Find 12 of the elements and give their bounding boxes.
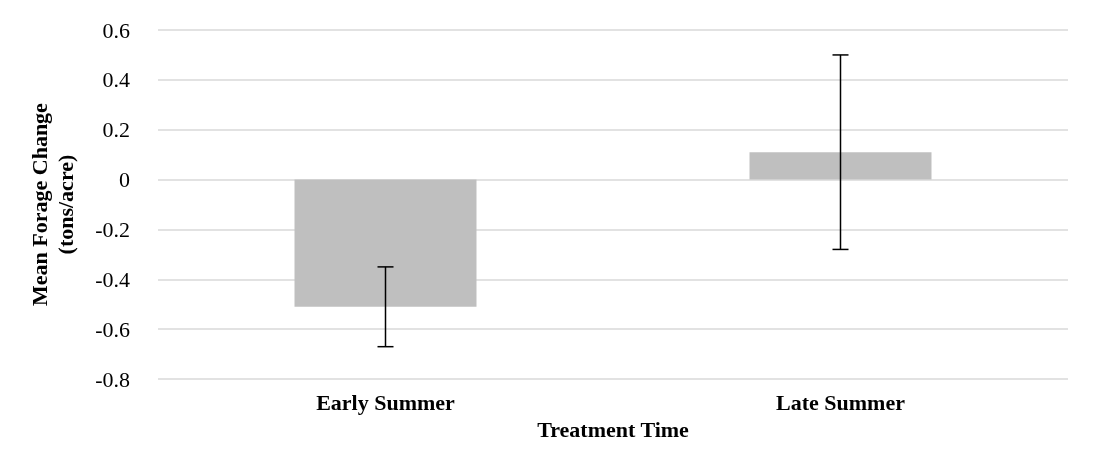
x-tick-label: Late Summer: [776, 389, 906, 415]
y-tick-label: -0.2: [95, 216, 130, 242]
y-tick-label: -0.4: [95, 266, 130, 292]
y-tick-label: -0.6: [95, 316, 130, 342]
y-tick-label: -0.8: [95, 366, 130, 392]
y-tick-label: 0.4: [102, 67, 130, 93]
y-tick-label: 0.2: [102, 117, 130, 143]
x-tick-label: Early Summer: [316, 389, 456, 415]
x-axis-title: Treatment Time: [537, 416, 690, 442]
y-axis-title: Mean Forage Change (tons/acre): [26, 102, 78, 306]
y-tick-label: 0.6: [102, 17, 130, 43]
y-tick-label: 0: [119, 167, 130, 193]
